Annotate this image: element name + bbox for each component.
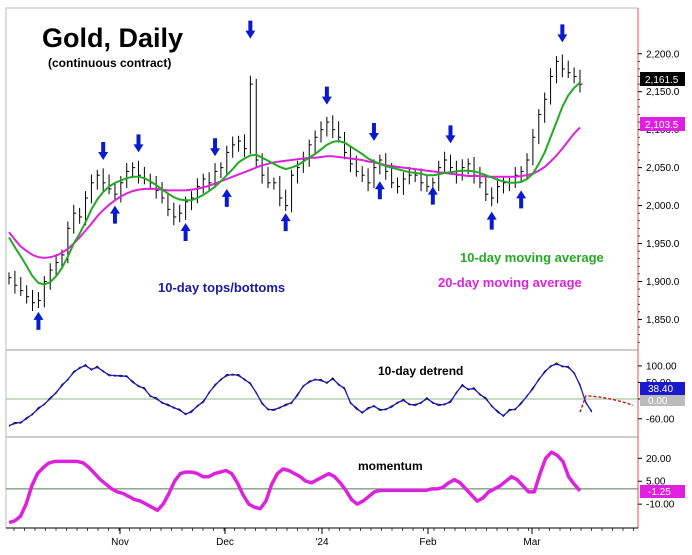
detrend-label: 10-day detrend	[378, 364, 463, 378]
down-arrow-icon	[557, 24, 568, 43]
price-tick-label: 1,950.0	[646, 239, 680, 250]
detrend-value-label: 38.40	[648, 384, 673, 395]
momentum-lines	[8, 450, 582, 525]
detrend-tick-label: 100.00	[646, 361, 677, 372]
detrend-projection-line	[579, 395, 634, 413]
up-arrow-icon	[280, 213, 291, 232]
price-tick-label: 2,150.0	[646, 87, 680, 98]
detrend-zero-tag	[640, 395, 685, 406]
down-arrow-icon	[210, 138, 221, 157]
moving-average-lines	[8, 81, 581, 286]
momentum-tick-label: 20.00	[646, 454, 671, 465]
momentum-line	[8, 450, 582, 525]
momentum-tick-label: -10.00	[646, 500, 675, 511]
detrend-value-tag	[640, 382, 685, 395]
down-arrow-icon	[133, 134, 144, 153]
down-arrow-icon	[245, 20, 256, 39]
down-arrow-icon	[321, 86, 332, 105]
ma20-label: 20-day moving average	[438, 275, 582, 290]
down-arrow-icon	[98, 142, 109, 161]
x-tick-label: '24	[315, 537, 328, 548]
x-tick-label: Dec	[216, 537, 234, 548]
price-tick-label: 2,050.0	[646, 163, 680, 174]
ma20-line	[8, 126, 581, 259]
up-arrow-icon	[486, 211, 497, 230]
price-tick-label: 2,200.0	[646, 49, 680, 60]
cycle-arrows	[33, 20, 568, 330]
x-tick-label: Nov	[111, 537, 129, 548]
momentum-value-tag	[640, 485, 685, 498]
up-arrow-icon	[221, 188, 232, 207]
last-price-tag	[640, 72, 685, 86]
x-axis-ticks: Nov Dec '24 Feb Mar	[6, 527, 638, 548]
ma10-label: 10-day moving average	[460, 250, 604, 265]
x-tick-label: Mar	[523, 537, 541, 548]
down-arrow-icon	[445, 125, 456, 144]
price-tick-label: 1,850.0	[646, 315, 680, 326]
chart-subtitle: (continuous contract)	[48, 56, 171, 70]
momentum-label: momentum	[358, 459, 423, 473]
detrend-smooth-line	[8, 363, 593, 426]
price-bars	[8, 54, 583, 312]
momentum-value-label: -1.25	[648, 487, 671, 498]
detrend-tick-label: -60.00	[646, 414, 675, 425]
up-arrow-icon	[109, 205, 120, 224]
up-arrow-icon	[33, 311, 44, 330]
price-tick-label: 1,900.0	[646, 277, 680, 288]
up-arrow-icon	[374, 181, 385, 200]
ma10-line	[8, 81, 581, 286]
tops-bottoms-label: 10-day tops/bottoms	[158, 280, 285, 295]
up-arrow-icon	[180, 223, 191, 242]
momentum-tick-label: 5.00	[646, 477, 666, 488]
up-arrow-icon	[427, 186, 438, 205]
detrend-zero-label: 0.00	[648, 396, 668, 407]
up-arrow-icon	[516, 190, 527, 209]
last-price-label: 2,161.5	[645, 75, 679, 86]
chart-title: Gold, Daily	[42, 23, 183, 53]
x-tick-label: Feb	[419, 537, 437, 548]
down-arrow-icon	[368, 123, 379, 142]
ma20-price-tag	[640, 117, 685, 131]
momentum-axis-ticks: 20.00 5.00 -10.00	[638, 454, 675, 511]
ma20-price-label: 2,103.5	[645, 120, 679, 131]
detrend-lines	[8, 362, 634, 427]
price-tick-label: 2,000.0	[646, 201, 680, 212]
